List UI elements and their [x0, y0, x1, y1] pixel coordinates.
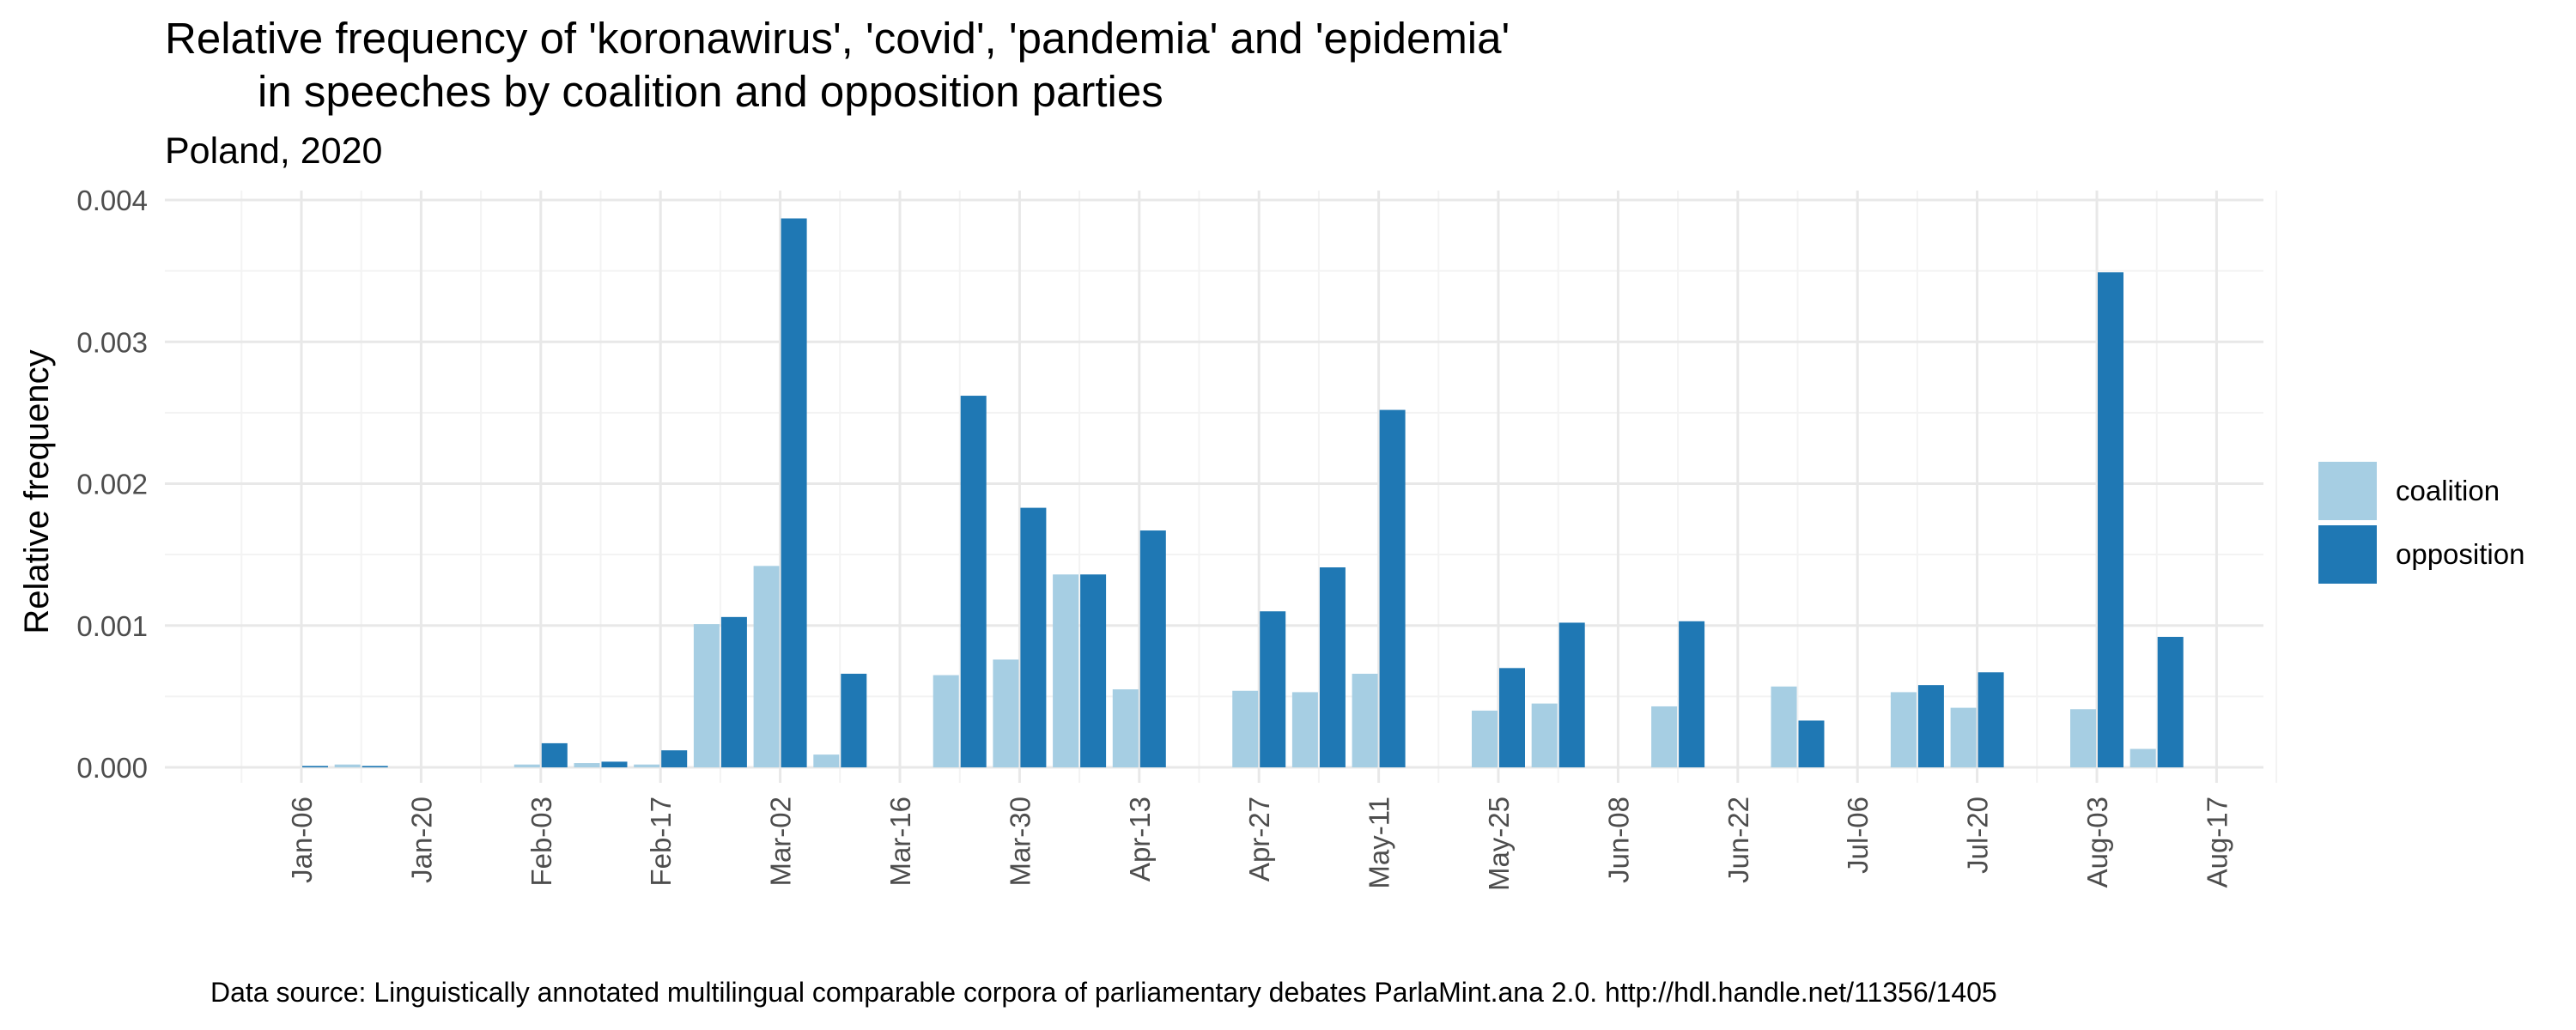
chart-subtitle: Poland, 2020: [165, 130, 383, 172]
x-tick-label: Jan-20: [405, 797, 437, 883]
bar-opposition-Jul-20: [1978, 672, 2004, 767]
bar-opposition-Apr-06: [1080, 574, 1107, 767]
x-tick-label: Jun-08: [1602, 797, 1634, 883]
bar-coalition-Jul-20: [1950, 707, 1977, 767]
bar-opposition-Mar-09: [841, 673, 867, 767]
bar-opposition-May-11: [1379, 409, 1406, 767]
bar-opposition-Mar-02: [781, 218, 807, 768]
y-axis-label: Relative frequency: [18, 349, 56, 633]
y-axis-ticks: 0.000 0.001 0.002 0.003 0.004: [76, 185, 148, 784]
bar-coalition-May-04: [1291, 692, 1318, 767]
bar-coalition-Jun-15: [1651, 706, 1678, 767]
bar-opposition-Apr-13: [1139, 530, 1166, 767]
bar-coalition-Mar-02: [753, 566, 780, 767]
x-tick-label: Jan-06: [286, 797, 318, 883]
bar-coalition-Feb-17: [634, 764, 660, 767]
bar-coalition-Feb-10: [574, 763, 600, 767]
minor-gridlines: [165, 191, 2278, 783]
bar-opposition-May-25: [1499, 668, 1525, 767]
legend-key-coalition: [2318, 462, 2377, 520]
bar-opposition-Feb-03: [541, 742, 568, 767]
bar-opposition-Feb-24: [720, 616, 747, 767]
bar-coalition-Jul-13: [1890, 692, 1917, 767]
bar-opposition-Jun-29: [1798, 720, 1825, 767]
bar-coalition-Mar-30: [993, 659, 1019, 767]
x-tick-label: Aug-17: [2201, 797, 2233, 888]
bar-opposition-Mar-23: [960, 396, 987, 767]
major-gridlines: [165, 191, 2263, 783]
bar-opposition-Jul-13: [1917, 685, 1944, 767]
x-tick-label: Mar-30: [1004, 797, 1036, 887]
bar-opposition-Aug-03: [2098, 272, 2123, 768]
legend-item-opposition: opposition: [2318, 523, 2524, 586]
bar-opposition-Feb-10: [601, 761, 628, 767]
bar-opposition-Jun-15: [1679, 621, 1705, 767]
x-tick-label: May-25: [1483, 797, 1515, 891]
bar-opposition-Mar-30: [1020, 507, 1047, 767]
y-tick-label: 0.003: [76, 326, 148, 358]
bar-opposition-May-04: [1319, 566, 1346, 767]
bar-coalition-Feb-03: [513, 764, 540, 767]
y-tick-label: 0.000: [76, 752, 148, 784]
bar-coalition-Apr-13: [1112, 689, 1139, 767]
x-tick-label: Aug-03: [2081, 797, 2113, 888]
y-tick-label: 0.004: [76, 185, 148, 216]
x-tick-label: May-11: [1364, 797, 1395, 889]
x-tick-label: Jul-20: [1962, 797, 1994, 874]
x-tick-label: Apr-13: [1124, 797, 1156, 882]
legend-label-opposition: opposition: [2396, 538, 2525, 570]
bar-coalition-Aug-10: [2129, 748, 2156, 767]
legend-label-coalition: coalition: [2396, 475, 2500, 506]
bar-coalition-Mar-09: [813, 754, 840, 767]
x-tick-label: Jul-06: [1842, 797, 1874, 874]
bar-coalition-Jun-29: [1771, 686, 1797, 767]
legend-key-opposition: [2318, 525, 2377, 584]
x-tick-label: Feb-17: [645, 797, 677, 887]
data-source-caption: Data source: Linguistically annotated mu…: [210, 977, 1997, 1008]
x-tick-label: Mar-16: [884, 797, 916, 887]
bar-opposition-Feb-17: [661, 750, 688, 767]
bar-opposition-Jan-06: [302, 766, 328, 767]
legend-item-coalition: coalition: [2318, 459, 2524, 523]
bar-coalition-Apr-06: [1053, 574, 1079, 767]
bar-coalition-Jun-01: [1531, 703, 1558, 767]
bar-coalition-Mar-23: [933, 675, 959, 767]
chart-title: Relative frequency of 'koronawirus', 'co…: [165, 12, 1510, 118]
bar-coalition-May-25: [1472, 710, 1498, 767]
y-tick-label: 0.002: [76, 469, 148, 500]
x-axis-ticks: Jan-06 Jan-20 Feb-03 Feb-17 Mar-02 Mar-16 Mar-…: [286, 797, 2233, 891]
bar-coalition-Feb-24: [693, 624, 720, 767]
bar-coalition-May-11: [1352, 673, 1378, 767]
y-tick-label: 0.001: [76, 610, 148, 642]
legend: coalition opposition: [2318, 459, 2524, 586]
bar-opposition-Aug-10: [2157, 636, 2184, 767]
bar-opposition-Jun-01: [1558, 622, 1585, 767]
chart-title-line1: Relative frequency of 'koronawirus', 'co…: [165, 14, 1510, 63]
chart-title-line2: in speeches by coalition and opposition …: [258, 67, 1163, 116]
x-tick-label: Mar-02: [765, 797, 797, 887]
x-tick-label: Feb-03: [526, 797, 557, 887]
bar-coalition-Apr-27: [1232, 690, 1259, 767]
x-tick-label: Apr-27: [1243, 797, 1275, 882]
x-tick-label: Jun-22: [1722, 797, 1754, 883]
bar-opposition-Apr-27: [1260, 611, 1286, 767]
bar-coalition-Jan-13: [334, 764, 361, 767]
bar-coalition-Aug-03: [2070, 709, 2096, 767]
bar-opposition-Jan-13: [361, 766, 388, 767]
bars: [302, 218, 2184, 768]
